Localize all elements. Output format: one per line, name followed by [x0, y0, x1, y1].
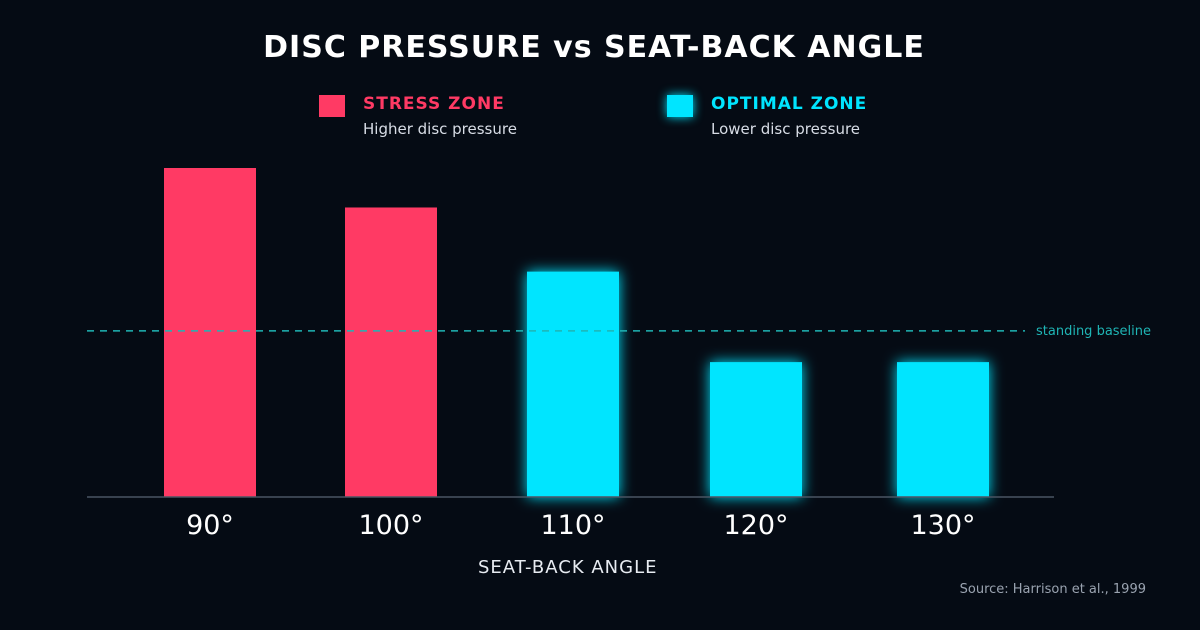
bar-90-deg: [164, 168, 256, 497]
legend-optimal-title: OPTIMAL ZONE: [711, 94, 868, 114]
legend-stress-subtitle: Higher disc pressure: [363, 120, 517, 138]
bar-110-deg: [527, 271, 619, 497]
standing-baseline-label: standing baseline: [1036, 324, 1151, 339]
x-axis-title: SEAT-BACK ANGLE: [478, 557, 658, 578]
bar-120-deg: [710, 362, 802, 497]
x-tick-label: 110°: [540, 510, 605, 541]
chart-title: DISC PRESSURE vs SEAT-BACK ANGLE: [263, 30, 925, 65]
bar-130-deg: [897, 362, 989, 497]
legend-optimal-subtitle: Lower disc pressure: [711, 120, 861, 138]
x-tick-label: 100°: [358, 510, 423, 541]
bar-100-deg: [345, 207, 437, 498]
x-tick-label: 130°: [910, 510, 975, 541]
x-tick-label: 120°: [723, 510, 788, 541]
x-tick-label: 90°: [186, 510, 234, 541]
legend-stress-swatch: [319, 95, 345, 117]
legend-optimal-swatch: [667, 95, 693, 117]
legend-stress-title: STRESS ZONE: [363, 94, 505, 114]
source-note: Source: Harrison et al., 1999: [959, 582, 1146, 597]
